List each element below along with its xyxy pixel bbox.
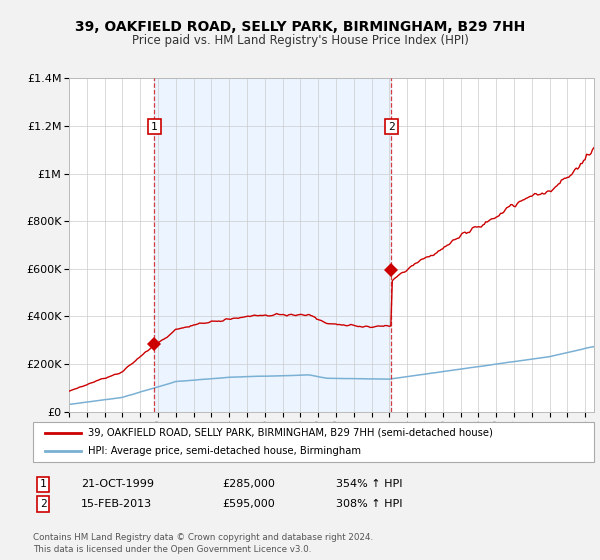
Text: 354% ↑ HPI: 354% ↑ HPI (336, 479, 403, 489)
Text: £595,000: £595,000 (222, 499, 275, 509)
Text: 2: 2 (40, 499, 47, 509)
Text: 39, OAKFIELD ROAD, SELLY PARK, BIRMINGHAM, B29 7HH: 39, OAKFIELD ROAD, SELLY PARK, BIRMINGHA… (75, 20, 525, 34)
Text: 1: 1 (40, 479, 47, 489)
Bar (154, 78, 391, 412)
Text: 21-OCT-1999: 21-OCT-1999 (81, 479, 154, 489)
Text: 15-FEB-2013: 15-FEB-2013 (81, 499, 152, 509)
Text: HPI: Average price, semi-detached house, Birmingham: HPI: Average price, semi-detached house,… (88, 446, 361, 456)
Text: £285,000: £285,000 (222, 479, 275, 489)
Text: 2: 2 (388, 122, 395, 132)
Text: Price paid vs. HM Land Registry's House Price Index (HPI): Price paid vs. HM Land Registry's House … (131, 34, 469, 46)
Text: 308% ↑ HPI: 308% ↑ HPI (336, 499, 403, 509)
Text: 39, OAKFIELD ROAD, SELLY PARK, BIRMINGHAM, B29 7HH (semi-detached house): 39, OAKFIELD ROAD, SELLY PARK, BIRMINGHA… (88, 428, 493, 438)
Text: Contains HM Land Registry data © Crown copyright and database right 2024.
This d: Contains HM Land Registry data © Crown c… (33, 533, 373, 554)
Text: 1: 1 (151, 122, 158, 132)
